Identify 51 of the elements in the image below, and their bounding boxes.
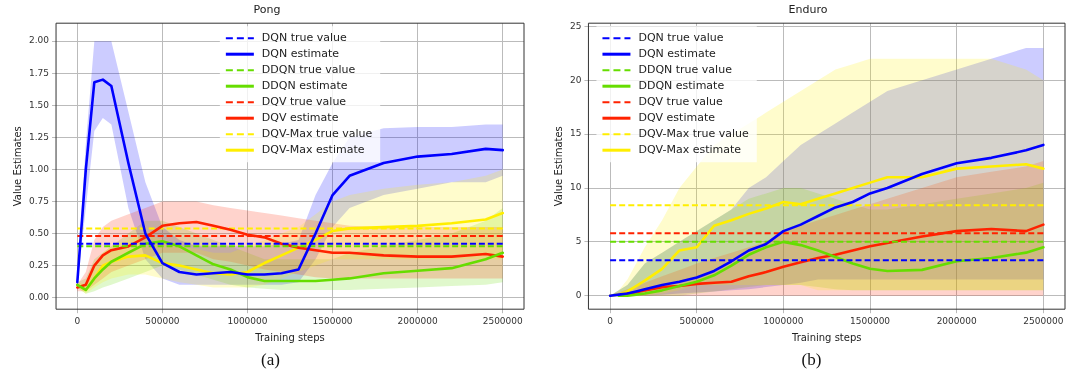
legend-label: DQV true value bbox=[261, 95, 346, 109]
y-axis-title: Value Estimates bbox=[11, 126, 23, 207]
y-tick-label: 1.25 bbox=[28, 131, 49, 142]
text: (a) bbox=[261, 350, 280, 370]
legend-label: DDQN true value bbox=[261, 63, 356, 77]
y-tick-label: 1.75 bbox=[28, 67, 49, 78]
x-tick-label: 1000000 bbox=[762, 315, 804, 326]
chart-title: Pong bbox=[253, 3, 280, 17]
x-tick-label: 1500000 bbox=[849, 315, 890, 326]
y-tick-label: 0.75 bbox=[28, 195, 49, 206]
x-tick-label: 2000000 bbox=[397, 315, 438, 326]
y-tick-label: 2.00 bbox=[28, 35, 49, 46]
legend-label: DQN estimate bbox=[637, 47, 716, 61]
legend-label: DQN estimate bbox=[261, 47, 339, 61]
legend-label: DQV-Max true value bbox=[637, 127, 749, 141]
y-tick-label: 1.50 bbox=[28, 99, 49, 110]
legend-label: DQV estimate bbox=[637, 111, 715, 125]
legend-label: DDQN true value bbox=[637, 63, 732, 77]
text: (b) bbox=[801, 350, 822, 370]
y-tick-label: 25 bbox=[569, 20, 581, 31]
y-tick-label: 0.00 bbox=[28, 292, 49, 302]
x-tick-label: 1000000 bbox=[226, 315, 268, 326]
y-tick-label: 5 bbox=[575, 236, 581, 247]
legend-label: DQV-Max estimate bbox=[261, 143, 365, 157]
chart-title: Enduro bbox=[788, 3, 828, 17]
x-tick-label: 500000 bbox=[144, 315, 180, 326]
legend-label: DQV-Max true value bbox=[261, 127, 372, 141]
y-tick-label: 0.50 bbox=[28, 227, 49, 238]
x-tick-label: 0 bbox=[606, 315, 613, 326]
legend-label: DDQN estimate bbox=[637, 79, 724, 93]
x-axis-title: Training steps bbox=[253, 331, 325, 343]
y-tick-label: 20 bbox=[569, 74, 582, 85]
x-tick-label: 500000 bbox=[679, 315, 714, 326]
x-tick-label: 0 bbox=[73, 315, 80, 326]
y-tick-label: 0.25 bbox=[28, 259, 49, 270]
x-tick-label: 1500000 bbox=[312, 315, 353, 326]
x-tick-label: 2000000 bbox=[936, 315, 977, 326]
legend-label: DDQN estimate bbox=[261, 79, 348, 93]
legend-label: DQV-Max estimate bbox=[637, 143, 741, 157]
legend-label: DQN true value bbox=[637, 31, 724, 45]
y-tick-label: 1.00 bbox=[28, 163, 49, 174]
x-tick-label: 2500000 bbox=[482, 315, 523, 326]
legend-label: DQN true value bbox=[261, 31, 347, 45]
y-tick-label: 10 bbox=[569, 182, 582, 193]
x-axis-title: Training steps bbox=[790, 331, 861, 343]
y-tick-label: 15 bbox=[569, 128, 581, 139]
y-axis-title: Value Estimates bbox=[552, 126, 564, 207]
x-tick-label: 2500000 bbox=[1022, 315, 1064, 326]
legend-label: DQV true value bbox=[637, 95, 723, 109]
y-tick-label: 0 bbox=[575, 290, 582, 301]
legend-label: DQV estimate bbox=[261, 111, 339, 125]
